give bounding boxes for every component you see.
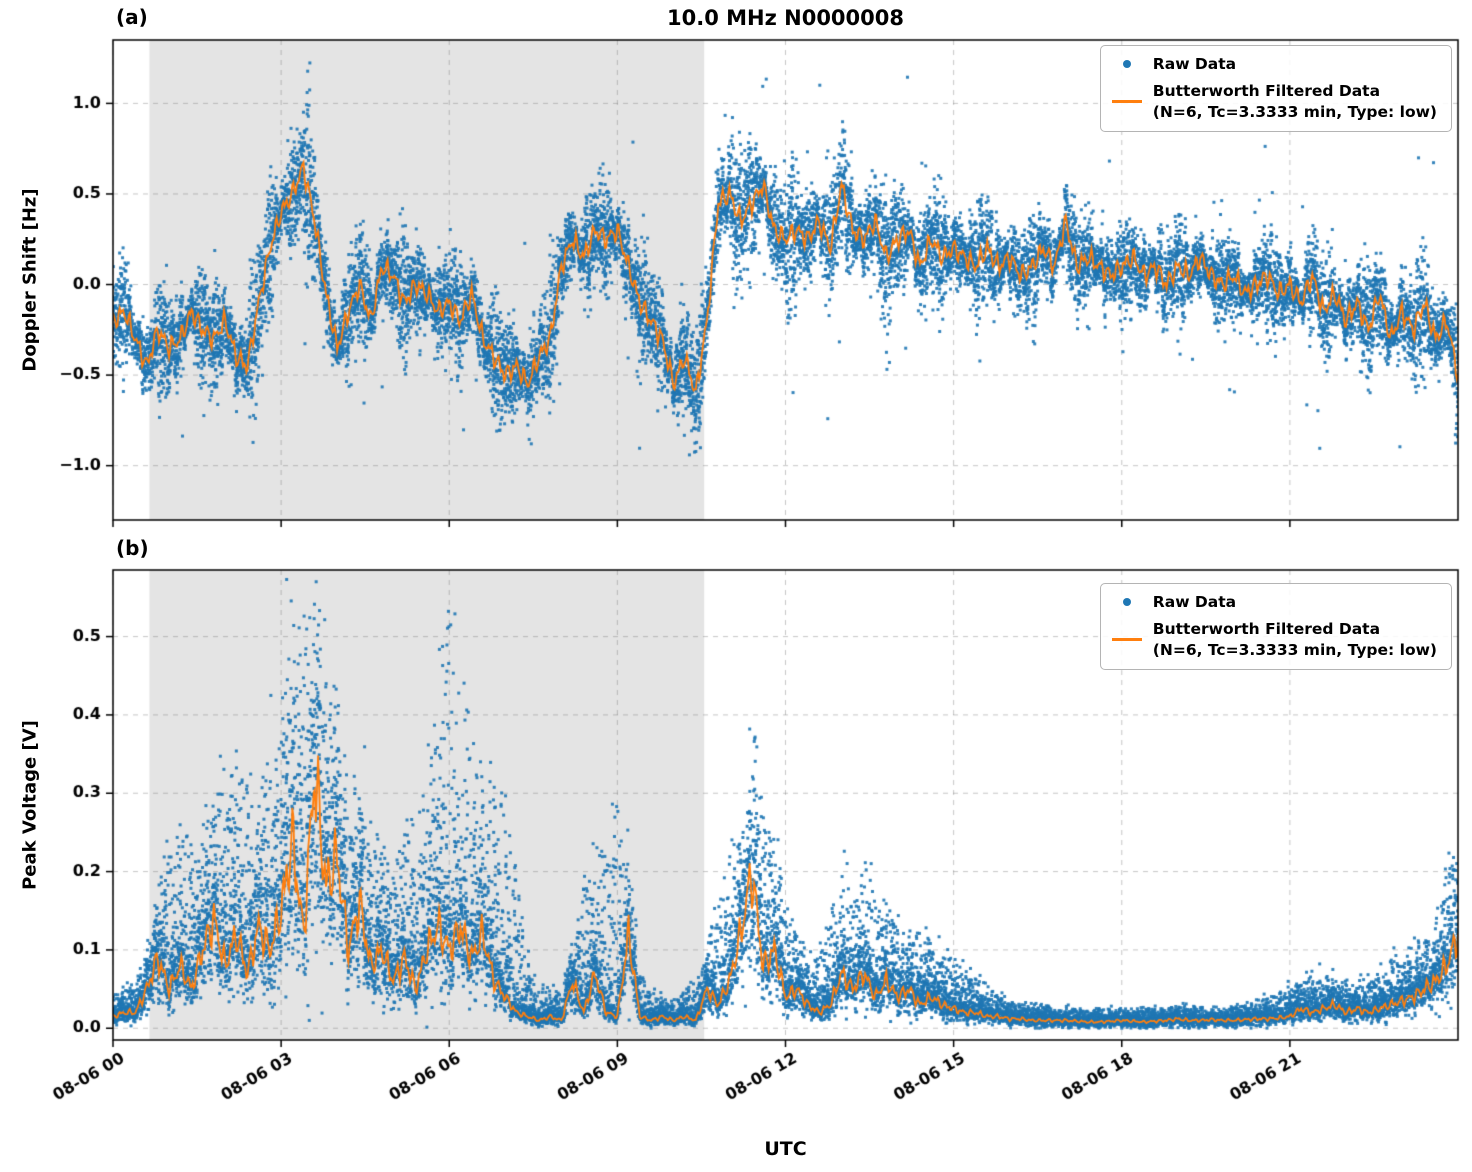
- filtered-line-marker-icon: [1111, 638, 1143, 642]
- panel-a-label: (a): [116, 5, 148, 29]
- legend-entry-filtered: Butterworth Filtered Data (N=6, Tc=3.333…: [1111, 81, 1437, 123]
- legend-filtered-label: Butterworth Filtered Data (N=6, Tc=3.333…: [1153, 81, 1437, 123]
- raw-data-marker-icon: [1111, 60, 1143, 69]
- panel-b-label: (b): [116, 536, 149, 560]
- legend-filtered-title: Butterworth Filtered Data: [1152, 619, 1381, 638]
- y-axis-label-doppler: Doppler Shift [Hz]: [19, 188, 41, 372]
- legend-entry-raw: Raw Data: [1111, 592, 1437, 613]
- legend-filtered-title: Butterworth Filtered Data: [1152, 81, 1381, 100]
- dot-icon: [1122, 598, 1131, 607]
- x-axis-label: UTC: [764, 1138, 807, 1160]
- legend-filtered-params: (N=6, Tc=3.3333 min, Type: low): [1152, 640, 1437, 659]
- legend-filtered-label: Butterworth Filtered Data (N=6, Tc=3.333…: [1153, 619, 1437, 661]
- line-icon: [1111, 100, 1142, 104]
- y-axis-label-voltage: Peak Voltage [V]: [19, 720, 41, 890]
- legend-raw-label: Raw Data: [1152, 593, 1237, 611]
- legend-raw-label: Raw Data: [1152, 55, 1237, 73]
- legend-entry-filtered: Butterworth Filtered Data (N=6, Tc=3.333…: [1111, 619, 1437, 661]
- line-icon: [1111, 638, 1142, 642]
- legend-entry-raw: Raw Data: [1111, 54, 1437, 75]
- dot-icon: [1122, 60, 1131, 69]
- raw-data-marker-icon: [1111, 598, 1143, 607]
- filtered-line-marker-icon: [1111, 100, 1143, 104]
- legend-panel-a: Raw Data Butterworth Filtered Data (N=6,…: [1099, 45, 1452, 132]
- legend-panel-b: Raw Data Butterworth Filtered Data (N=6,…: [1099, 583, 1452, 670]
- legend-filtered-params: (N=6, Tc=3.3333 min, Type: low): [1152, 102, 1437, 121]
- chart-title: 10.0 MHz N0000008: [667, 6, 904, 30]
